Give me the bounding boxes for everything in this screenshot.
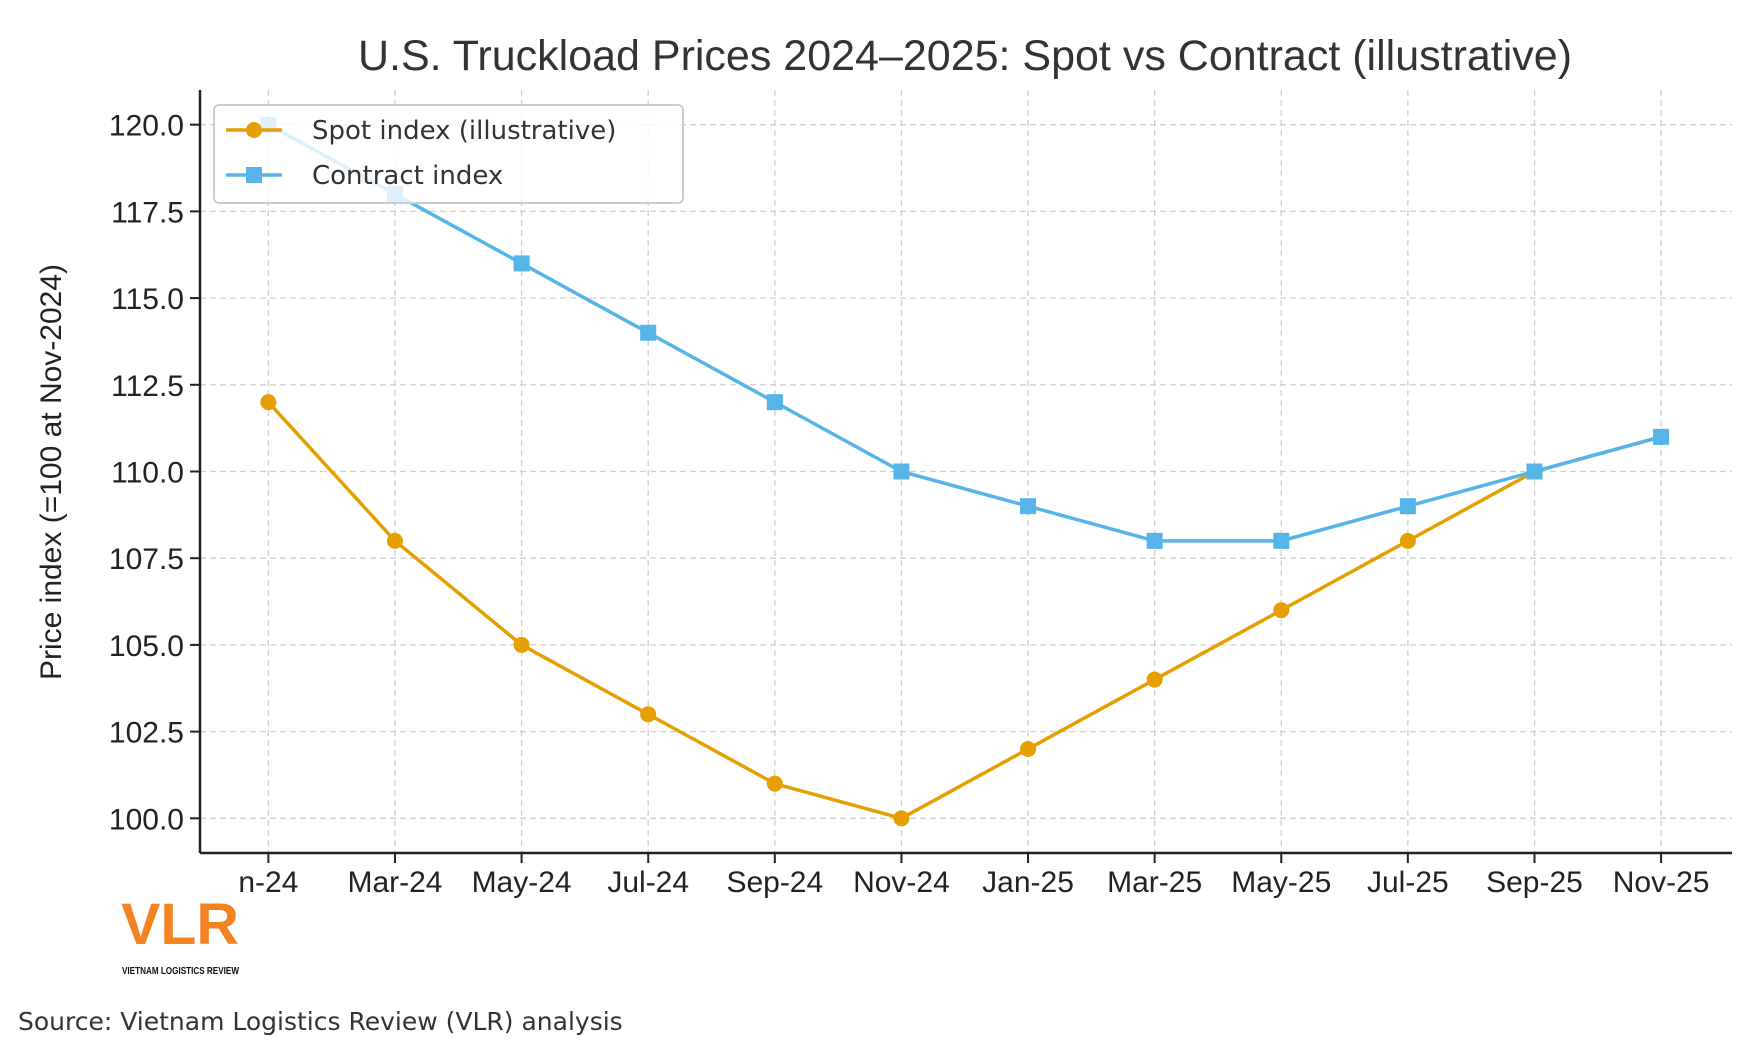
vlr-logo: VLR VIETNAM LOGISTICS REVIEW — [121, 892, 239, 977]
source-note: Source: Vietnam Logistics Review (VLR) a… — [18, 1007, 623, 1036]
x-tick-label: Jul-25 — [1367, 866, 1449, 899]
y-tick-label: 100.0 — [109, 803, 184, 836]
contract-data-point — [1526, 463, 1543, 480]
x-tick-label: Nov-24 — [853, 866, 950, 899]
legend-spot-marker — [246, 122, 262, 138]
spot-data-point — [260, 394, 277, 411]
spot-data-point — [1020, 740, 1037, 757]
legend-box — [213, 104, 684, 204]
x-tick-label: Jul-24 — [607, 866, 689, 899]
x-tick-label: n-24 — [238, 866, 298, 899]
y-tick-label: 117.5 — [111, 196, 184, 229]
contract-data-point — [640, 324, 657, 341]
spot-data-point — [766, 775, 783, 792]
y-tick-label: 112.5 — [111, 370, 184, 403]
legend-spot-label: Spot index (illustrative) — [312, 116, 616, 146]
y-tick-label: 115.0 — [111, 283, 184, 316]
spot-data-point — [1399, 532, 1416, 549]
spot-data-point — [640, 706, 657, 723]
y-tick-label: 120.0 — [109, 110, 184, 143]
x-tick-label: Nov-25 — [1613, 866, 1710, 899]
x-tick-label: May-25 — [1231, 866, 1331, 899]
spot-data-point — [513, 636, 530, 653]
contract-data-point — [1273, 532, 1290, 549]
y-axis-label: Price index (=100 at Nov-2024) — [35, 264, 68, 680]
chart-title: U.S. Truckload Prices 2024–2025: Spot vs… — [358, 32, 1572, 80]
legend-contract-marker — [246, 167, 262, 183]
x-tick-label: Jan-25 — [982, 866, 1074, 899]
legend-contract-label: Contract index — [312, 161, 503, 191]
y-tick-label: 105.0 — [109, 630, 184, 663]
spot-data-point — [1273, 602, 1290, 619]
contract-data-point — [513, 255, 530, 272]
contract-data-point — [1020, 498, 1037, 515]
y-tick-label: 107.5 — [109, 543, 184, 576]
logo-text: VLR — [121, 892, 239, 957]
x-tick-label: Mar-25 — [1107, 866, 1202, 899]
spot-data-point — [1146, 671, 1163, 688]
contract-series-line — [267, 123, 1662, 543]
contract-data-point — [1399, 498, 1416, 515]
x-tick-label: Sep-24 — [726, 866, 823, 899]
spot-series-line — [267, 400, 1662, 821]
y-tick-label: 102.5 — [109, 717, 184, 750]
x-tick-label: Mar-24 — [347, 866, 442, 899]
spot-data-point — [893, 810, 910, 827]
x-tick-label: May-24 — [472, 866, 572, 899]
contract-data-point — [1146, 532, 1163, 549]
contract-data-point — [1653, 428, 1670, 445]
contract-data-point — [766, 394, 783, 411]
y-tick-label: 110.0 — [111, 457, 184, 490]
x-tick-label: Sep-25 — [1486, 866, 1583, 899]
contract-data-point — [893, 463, 910, 480]
logo-subtext: VIETNAM LOGISTICS REVIEW — [122, 966, 239, 977]
spot-data-point — [386, 532, 403, 549]
legend: Spot index (illustrative) Contract index — [213, 104, 684, 204]
